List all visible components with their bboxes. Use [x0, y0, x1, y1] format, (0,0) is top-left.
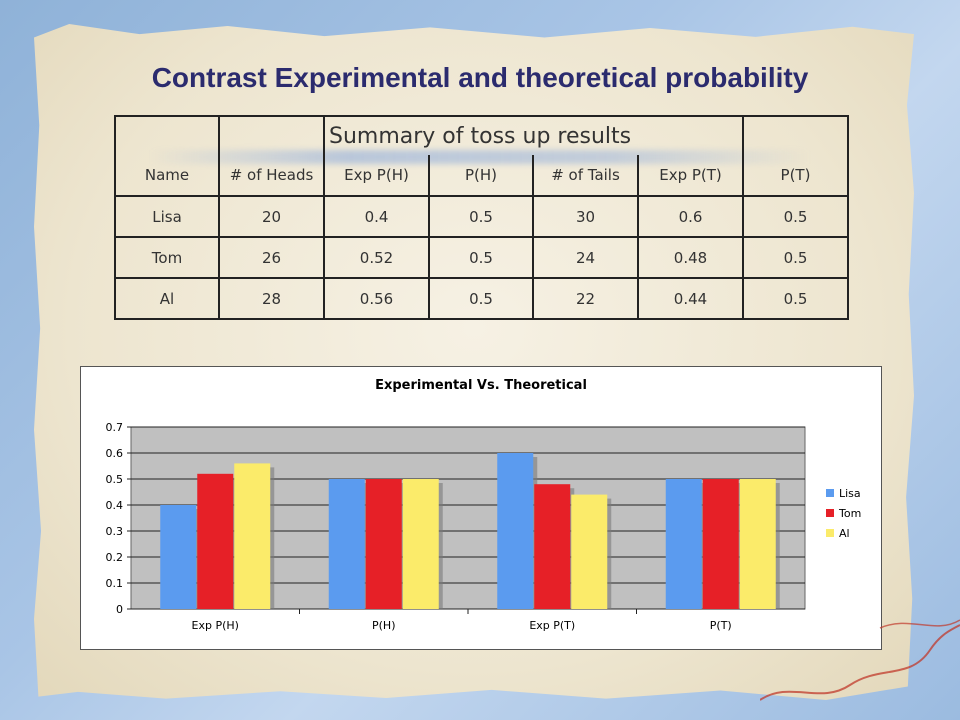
- column-header: # of Tails: [532, 155, 639, 197]
- column-header: P(T): [742, 155, 849, 197]
- table-row: Lisa 20 0.4 0.5 30 0.6 0.5: [114, 195, 849, 238]
- table-header-row: Name # of Heads Exp P(H) P(H) # of Tails…: [114, 155, 849, 197]
- table-cell: 0.5: [428, 277, 534, 320]
- table-caption-row: Summary of toss up results: [114, 115, 849, 155]
- table-cell: Al: [114, 277, 220, 320]
- y-tick-label: 0.1: [106, 577, 124, 590]
- table-cell: [114, 115, 220, 155]
- table-cell: 22: [532, 277, 639, 320]
- bar-al: [402, 479, 439, 609]
- table-cell: 0.5: [742, 236, 849, 279]
- table-cell: 0.5: [742, 277, 849, 320]
- x-tick-label: Exp P(T): [529, 619, 575, 632]
- table-cell: 0.56: [323, 277, 430, 320]
- bar-al: [571, 494, 608, 609]
- table-row: Tom 26 0.52 0.5 24 0.48 0.5: [114, 236, 849, 279]
- column-header: Exp P(T): [637, 155, 744, 197]
- bar-lisa: [328, 479, 365, 609]
- table-cell: Lisa: [114, 195, 220, 238]
- column-header: P(H): [428, 155, 534, 197]
- x-tick-label: Exp P(H): [192, 619, 239, 632]
- table-cell: 0.52: [323, 236, 430, 279]
- table-cell: 24: [532, 236, 639, 279]
- y-tick-label: 0.5: [106, 473, 124, 486]
- bar-lisa: [497, 453, 534, 609]
- bar-al: [234, 463, 271, 609]
- y-tick-label: 0.7: [106, 421, 124, 434]
- legend-swatch: [826, 529, 834, 537]
- bar-chart: Experimental Vs. Theoretical 0 0.1 0.2 0.3 0.…: [106, 378, 862, 632]
- summary-table: Summary of toss up results Name # of Hea…: [114, 115, 849, 320]
- column-header: Exp P(H): [323, 155, 430, 197]
- bar-tom: [365, 479, 402, 609]
- table-cell: 0.5: [428, 195, 534, 238]
- legend-label: Lisa: [839, 487, 861, 500]
- y-tick-label: 0.2: [106, 551, 124, 564]
- x-tick-label: P(H): [372, 619, 396, 632]
- y-tick-label: 0: [116, 603, 123, 616]
- legend-swatch: [826, 509, 834, 517]
- table-cell: 30: [532, 195, 639, 238]
- y-tick-label: 0.4: [106, 499, 124, 512]
- table-cell: [218, 115, 325, 155]
- legend-swatch: [826, 489, 834, 497]
- table-cell: 0.44: [637, 277, 744, 320]
- table-cell: 0.48: [637, 236, 744, 279]
- table-cell: 20: [218, 195, 325, 238]
- bar-tom: [702, 479, 739, 609]
- table-cell: 0.4: [323, 195, 430, 238]
- column-header: # of Heads: [218, 155, 325, 197]
- table-cell: 28: [218, 277, 325, 320]
- bar-lisa: [160, 505, 197, 609]
- chart-title: Experimental Vs. Theoretical: [375, 378, 587, 393]
- slide-title: Contrast Experimental and theoretical pr…: [151, 62, 809, 93]
- chart-container: Experimental Vs. Theoretical 0 0.1 0.2 0.3 0.…: [80, 366, 882, 650]
- table-row: Al 28 0.56 0.5 22 0.44 0.5: [114, 277, 849, 320]
- y-tick-label: 0.3: [106, 525, 124, 538]
- table-cell: 0.5: [742, 195, 849, 238]
- bar-tom: [197, 473, 234, 609]
- table-cell: [742, 115, 849, 155]
- x-tick-label: P(T): [710, 619, 732, 632]
- decorative-thread: [760, 619, 960, 701]
- column-header: Name: [114, 155, 220, 197]
- table-caption: Summary of toss up results: [323, 115, 744, 155]
- table-cell: 26: [218, 236, 325, 279]
- table-cell: 0.6: [637, 195, 744, 238]
- bar-tom: [534, 484, 571, 609]
- legend-label: Al: [839, 527, 850, 540]
- legend-label: Tom: [838, 507, 861, 520]
- bar-lisa: [665, 479, 702, 609]
- y-tick-label: 0.6: [106, 447, 124, 460]
- table-cell: Tom: [114, 236, 220, 279]
- bar-al: [739, 479, 776, 609]
- table-cell: 0.5: [428, 236, 534, 279]
